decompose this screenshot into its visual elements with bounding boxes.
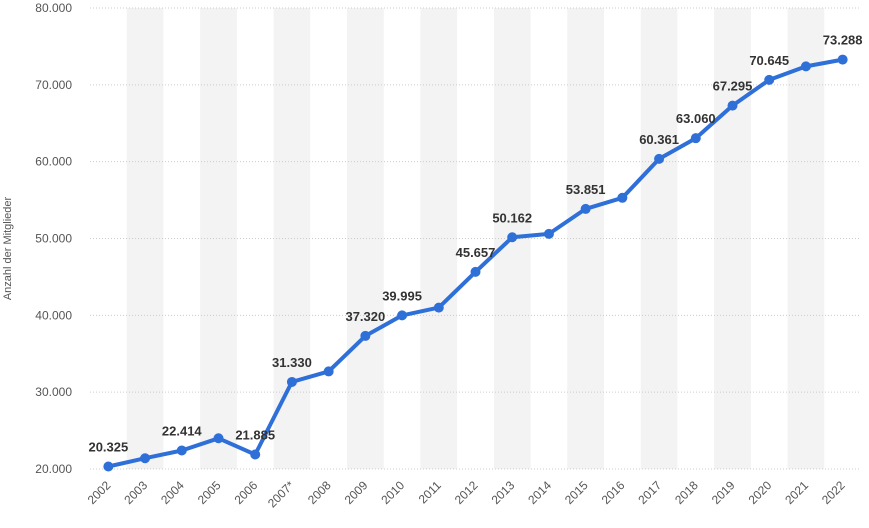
data-point: [470, 266, 481, 277]
data-labels: 20.325 22.414 21.885 31.330 37.320 39.995 45.6…: [88, 33, 862, 455]
x-tick-label: 2002: [85, 478, 114, 507]
y-tick-label: 60.000: [35, 155, 72, 169]
x-tick-label: 2021: [782, 478, 811, 507]
x-tick-label: 2003: [121, 478, 150, 507]
column-band: [787, 8, 825, 469]
x-tick-label: 2015: [562, 478, 591, 507]
x-tick-label: 2012: [452, 478, 481, 507]
y-axis-label: Anzahl der Mitglieder: [2, 197, 14, 301]
data-points: [103, 54, 848, 472]
data-point: [654, 153, 665, 164]
y-tick-label: 20.000: [35, 462, 72, 476]
x-tick-label: 2005: [195, 478, 224, 507]
data-point: [690, 133, 701, 144]
data-label: 31.330: [272, 355, 312, 370]
x-tick-label: 2008: [305, 478, 334, 507]
data-label: 37.320: [345, 309, 385, 324]
data-label: 70.645: [749, 53, 789, 68]
column-band: [640, 8, 678, 469]
data-point: [176, 445, 187, 456]
x-tick-label: 2011: [416, 478, 444, 506]
y-tick-label: 50.000: [35, 232, 72, 246]
data-point: [286, 376, 297, 387]
x-tick-label: 2010: [378, 478, 407, 507]
y-tick-label: 70.000: [35, 78, 72, 92]
x-tick-label: 2016: [599, 478, 628, 507]
x-tick-label: 2022: [819, 478, 848, 507]
y-axis-ticks: 20.000 30.000 40.000 50.000 60.000 70.000 80.0…: [35, 1, 72, 476]
data-label: 22.414: [162, 423, 203, 438]
data-point: [800, 61, 811, 72]
y-tick-label: 40.000: [35, 308, 72, 322]
data-label: 20.325: [88, 440, 128, 455]
x-tick-label: 2007*: [265, 478, 297, 510]
data-label: 45.657: [456, 245, 496, 260]
data-point: [543, 228, 554, 239]
column-band: [200, 8, 237, 469]
data-label: 73.288: [823, 33, 863, 48]
data-label: 39.995: [382, 288, 422, 303]
x-tick-label: 2014: [525, 478, 554, 507]
data-point: [213, 433, 224, 444]
x-tick-label: 2006: [232, 478, 261, 507]
column-band: [347, 8, 384, 469]
data-label: 60.361: [639, 132, 679, 147]
data-label: 21.885: [235, 428, 275, 443]
data-point: [617, 192, 628, 203]
data-point: [727, 100, 738, 111]
data-point: [580, 203, 591, 214]
data-label: 53.851: [566, 182, 606, 197]
data-point: [103, 461, 114, 472]
x-tick-label: 2018: [672, 478, 701, 507]
y-tick-label: 80.000: [35, 1, 72, 15]
data-point: [250, 449, 261, 460]
x-tick-label: 2017: [635, 478, 664, 507]
data-point: [837, 54, 848, 65]
data-point: [140, 453, 151, 464]
data-point: [323, 366, 334, 377]
x-tick-label: 2004: [158, 478, 187, 507]
data-point: [360, 330, 371, 341]
x-tick-label: 2013: [489, 478, 518, 507]
data-point: [507, 232, 518, 243]
x-tick-label: 2020: [746, 478, 775, 507]
data-point: [397, 310, 408, 321]
x-axis-ticks: 2002 2003 2004 2005 2006 2007* 2008 2009 2010 201…: [85, 478, 848, 510]
data-label: 63.060: [676, 111, 716, 126]
x-tick-label: 2019: [709, 478, 738, 507]
data-label: 67.295: [713, 79, 753, 94]
y-tick-label: 30.000: [35, 385, 72, 399]
data-label: 50.162: [492, 210, 532, 225]
data-point: [433, 302, 444, 313]
data-point: [764, 74, 775, 85]
x-tick-label: 2009: [342, 478, 371, 507]
gridlines: [90, 7, 861, 470]
